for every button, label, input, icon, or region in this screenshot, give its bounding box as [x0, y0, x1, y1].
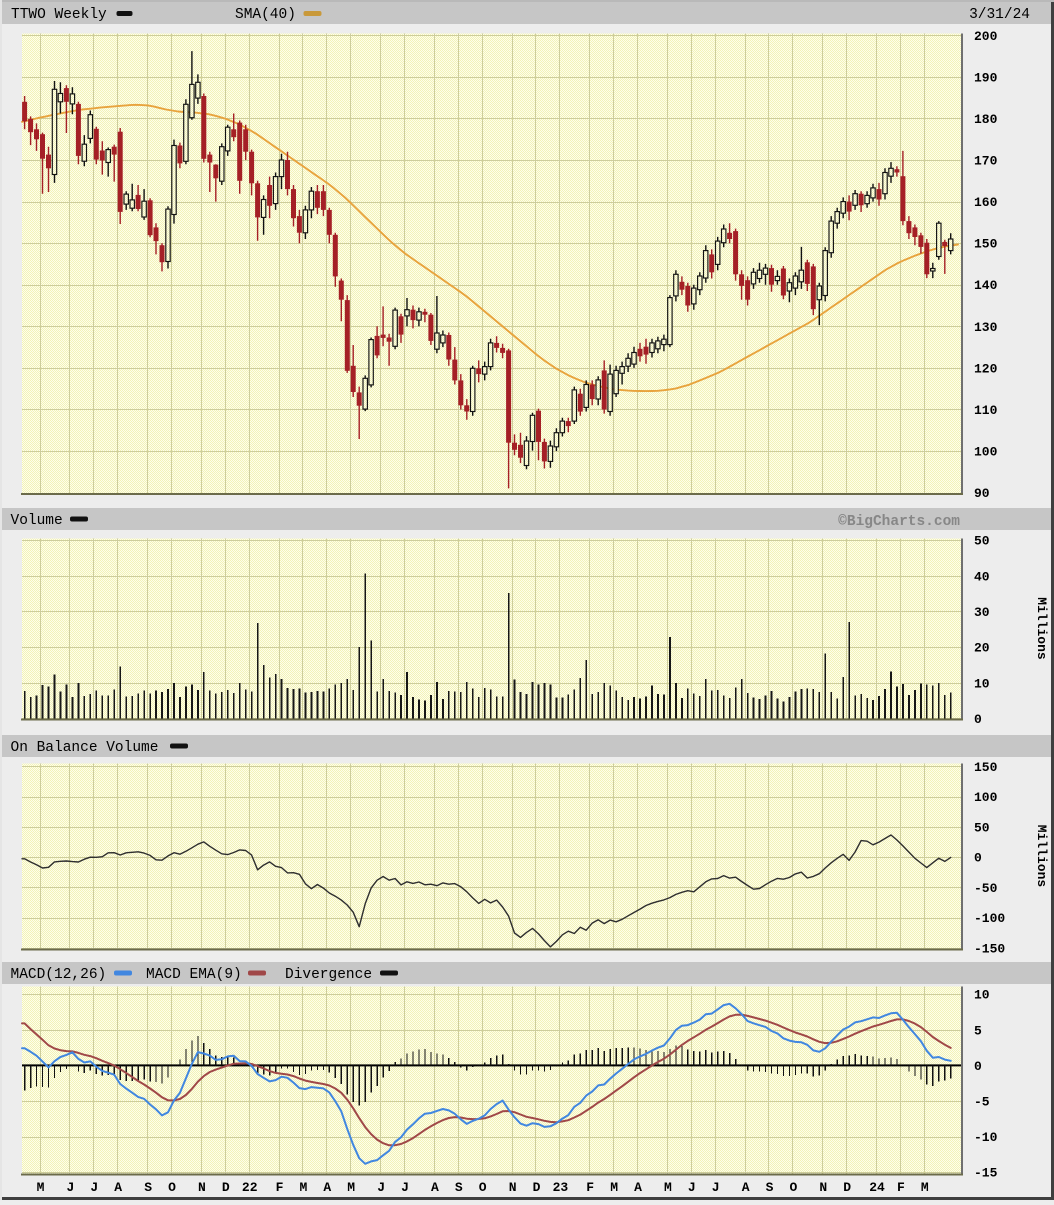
svg-text:30: 30: [974, 605, 990, 620]
svg-text:D: D: [843, 1180, 851, 1195]
svg-text:200: 200: [974, 29, 998, 44]
svg-text:N: N: [198, 1180, 206, 1195]
svg-text:D: D: [222, 1180, 230, 1195]
svg-text:F: F: [586, 1180, 594, 1195]
svg-text:MACD EMA(9): MACD EMA(9): [146, 967, 242, 983]
svg-text:O: O: [168, 1180, 176, 1195]
svg-text:J: J: [66, 1180, 74, 1195]
svg-text:180: 180: [974, 112, 998, 127]
svg-text:5: 5: [974, 1023, 982, 1038]
svg-text:M: M: [664, 1180, 672, 1195]
svg-text:TTWO Weekly: TTWO Weekly: [11, 7, 107, 23]
svg-text:J: J: [377, 1180, 385, 1195]
svg-text:130: 130: [974, 320, 998, 335]
svg-text:0: 0: [974, 712, 982, 727]
svg-text:J: J: [712, 1180, 720, 1195]
svg-text:S: S: [455, 1180, 463, 1195]
svg-text:SMA(40): SMA(40): [235, 7, 296, 23]
svg-text:M: M: [37, 1180, 45, 1195]
svg-text:M: M: [610, 1180, 618, 1195]
svg-text:A: A: [634, 1180, 642, 1195]
svg-text:D: D: [533, 1180, 541, 1195]
svg-text:20: 20: [974, 641, 990, 656]
svg-text:-50: -50: [974, 881, 998, 896]
svg-text:©BigCharts.com: ©BigCharts.com: [838, 514, 960, 530]
svg-text:J: J: [90, 1180, 98, 1195]
svg-text:N: N: [509, 1180, 517, 1195]
svg-text:50: 50: [974, 534, 990, 549]
svg-text:150: 150: [974, 237, 998, 252]
svg-text:-100: -100: [974, 911, 1005, 926]
svg-text:A: A: [431, 1180, 439, 1195]
svg-text:S: S: [766, 1180, 774, 1195]
svg-text:22: 22: [242, 1180, 258, 1195]
svg-text:160: 160: [974, 195, 998, 210]
svg-text:F: F: [276, 1180, 284, 1195]
svg-text:J: J: [688, 1180, 696, 1195]
svg-text:S: S: [144, 1180, 152, 1195]
svg-text:170: 170: [974, 154, 998, 169]
svg-text:Divergence: Divergence: [285, 967, 372, 983]
svg-text:A: A: [114, 1180, 122, 1195]
svg-text:Millions: Millions: [1034, 597, 1049, 660]
svg-text:120: 120: [974, 361, 998, 376]
svg-text:100: 100: [974, 790, 998, 805]
svg-text:3/31/24: 3/31/24: [969, 7, 1030, 23]
svg-text:A: A: [742, 1180, 750, 1195]
svg-text:190: 190: [974, 70, 998, 85]
svg-text:23: 23: [553, 1180, 569, 1195]
svg-text:M: M: [347, 1180, 355, 1195]
svg-text:140: 140: [974, 278, 998, 293]
svg-text:O: O: [479, 1180, 487, 1195]
svg-text:-10: -10: [974, 1130, 998, 1145]
svg-text:10: 10: [974, 988, 990, 1003]
svg-text:A: A: [323, 1180, 331, 1195]
svg-text:MACD(12,26): MACD(12,26): [11, 967, 107, 983]
svg-text:0: 0: [974, 851, 982, 866]
svg-text:110: 110: [974, 403, 998, 418]
svg-text:90: 90: [974, 486, 990, 501]
svg-text:F: F: [897, 1180, 905, 1195]
svg-text:10: 10: [974, 676, 990, 691]
svg-text:24: 24: [869, 1180, 885, 1195]
svg-text:M: M: [299, 1180, 307, 1195]
svg-text:150: 150: [974, 760, 998, 775]
svg-text:O: O: [789, 1180, 797, 1195]
svg-text:-15: -15: [974, 1166, 998, 1181]
svg-text:40: 40: [974, 569, 990, 584]
svg-text:Millions: Millions: [1034, 825, 1049, 888]
svg-text:100: 100: [974, 445, 998, 460]
svg-text:N: N: [819, 1180, 827, 1195]
svg-text:M: M: [921, 1180, 929, 1195]
svg-text:Volume: Volume: [11, 513, 63, 529]
svg-text:J: J: [401, 1180, 409, 1195]
svg-text:On Balance Volume: On Balance Volume: [11, 740, 159, 756]
svg-text:0: 0: [974, 1059, 982, 1074]
svg-text:-5: -5: [974, 1095, 990, 1110]
svg-text:-150: -150: [974, 941, 1005, 956]
svg-text:50: 50: [974, 821, 990, 836]
